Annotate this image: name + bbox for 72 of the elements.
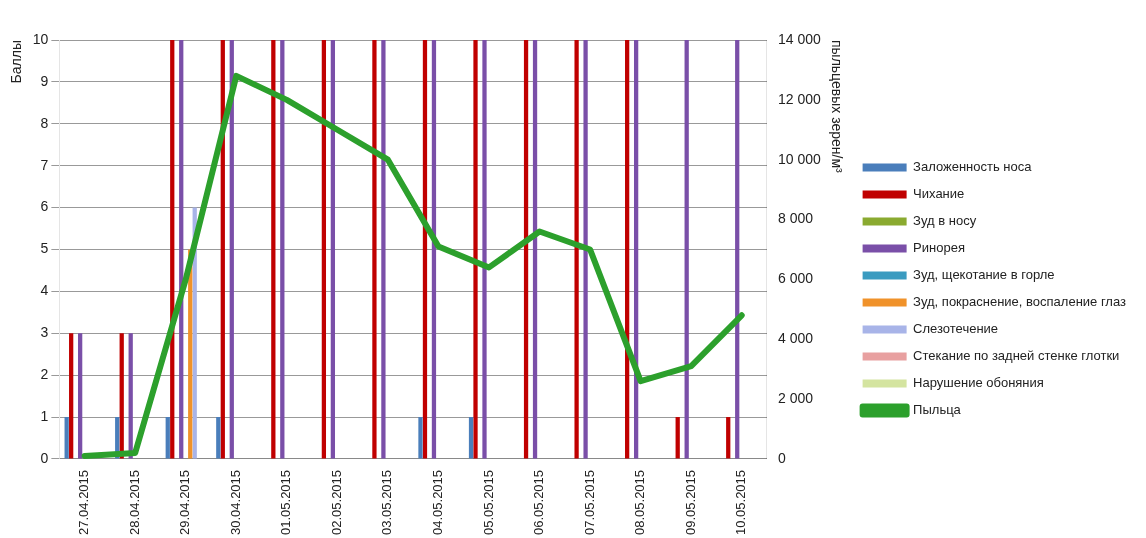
bar	[321, 40, 327, 459]
bar	[523, 40, 529, 459]
x-tick-label: 06.05.2015	[531, 469, 547, 536]
bar	[583, 40, 588, 459]
y-axis-title: Баллы	[8, 40, 25, 84]
bar	[330, 40, 336, 459]
bar	[675, 417, 680, 459]
y2-tick-label: 6 000	[777, 270, 814, 287]
x-tick-label: 07.05.2015	[581, 469, 597, 536]
y2-tick-label: 2 000	[777, 389, 814, 406]
bar	[482, 40, 487, 459]
bar	[431, 40, 437, 459]
legend-label: Чихание	[913, 186, 965, 202]
bar	[473, 40, 478, 459]
x-tick-label: 02.05.2015	[328, 469, 344, 536]
legend-label: Зуд, покраснение, воспаление глаз	[913, 294, 1127, 310]
x-tick-label: 27.04.2015	[76, 469, 92, 536]
x-tick-label: 29.04.2015	[177, 469, 193, 536]
bar	[418, 417, 423, 459]
y-tick-label: 4	[40, 282, 49, 299]
y-tick-label: 2	[40, 366, 49, 383]
y-tick-label: 3	[40, 324, 49, 341]
legend-label: Нарушение обоняния	[913, 375, 1044, 391]
bar	[684, 40, 689, 459]
x-tick-label: 08.05.2015	[632, 469, 648, 536]
bar	[271, 40, 276, 459]
x-tick-label: 04.05.2015	[430, 469, 446, 536]
bar	[422, 40, 428, 459]
bar	[634, 40, 639, 459]
y2-axis-title: пыльцевых зерен/м³	[829, 40, 846, 174]
bar	[726, 417, 731, 459]
bar	[78, 333, 83, 459]
legend-label: Слезотечение	[913, 321, 999, 337]
legend-label: Пыльца	[913, 402, 962, 418]
y2-tick-label: 0	[777, 449, 786, 466]
x-tick-label: 28.04.2015	[126, 469, 142, 536]
legend-label: Стекание по задней стенке глотки	[913, 348, 1120, 364]
legend-label: Заложенность носа	[913, 159, 1033, 175]
bar	[216, 417, 221, 459]
legend-label: Зуд, щекотание в горле	[913, 267, 1055, 283]
y-tick-label: 8	[40, 114, 49, 131]
bar	[280, 40, 285, 459]
bar	[372, 40, 377, 459]
x-tick-label: 09.05.2015	[682, 469, 698, 536]
bar	[69, 333, 74, 459]
legend-label: Зуд в носу	[913, 213, 977, 229]
bar	[532, 40, 538, 459]
y-tick-label: 7	[40, 156, 49, 173]
y-tick-label: 6	[40, 198, 49, 215]
x-tick-label: 01.05.2015	[278, 469, 294, 536]
y-tick-label: 10	[32, 30, 49, 47]
bar	[468, 417, 474, 459]
y-tick-label: 0	[40, 449, 49, 466]
bar	[625, 40, 630, 459]
y2-tick-label: 14 000	[777, 30, 822, 47]
y2-tick-label: 8 000	[777, 210, 814, 227]
y-tick-label: 9	[40, 72, 49, 89]
x-tick-label: 10.05.2015	[733, 469, 749, 536]
bar	[381, 40, 386, 459]
y2-tick-label: 12 000	[777, 90, 822, 107]
y2-tick-label: 10 000	[777, 150, 822, 167]
y-tick-label: 5	[40, 240, 49, 257]
y2-tick-label: 4 000	[777, 330, 814, 347]
y-tick-label: 1	[40, 407, 49, 424]
bar	[165, 417, 170, 459]
bar	[574, 40, 579, 459]
x-tick-label: 30.04.2015	[227, 469, 243, 536]
bar	[735, 40, 740, 459]
x-tick-label: 05.05.2015	[480, 469, 496, 536]
legend-label: Ринорея	[913, 240, 965, 256]
x-tick-label: 03.05.2015	[379, 469, 395, 536]
bar	[64, 417, 69, 459]
